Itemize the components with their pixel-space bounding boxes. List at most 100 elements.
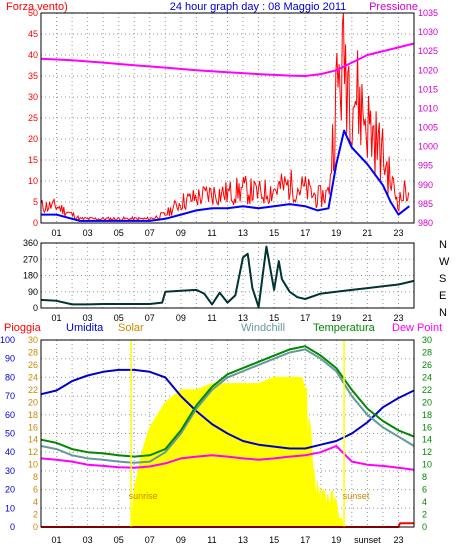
direction-x-tick: 05 xyxy=(114,313,124,323)
direction-x-tick: 07 xyxy=(145,313,155,323)
legend-solar: Solar xyxy=(118,322,144,334)
legend-temperatura: Temperatura xyxy=(313,322,376,334)
wind-y-tick: 45 xyxy=(28,29,38,39)
direction-x-tick: 23 xyxy=(393,313,403,323)
pressure-y-tick: 995 xyxy=(418,161,433,171)
humidity-y-tick: 70 xyxy=(5,391,15,401)
solar-y-tick: 26 xyxy=(28,360,38,370)
direction-x-tick: 15 xyxy=(269,313,279,323)
pressure-y-tick: 1025 xyxy=(418,46,438,56)
temperature-y-tick: 4 xyxy=(422,497,427,507)
bottom-x-tick: 07 xyxy=(145,535,155,545)
wind-y-tick: 0 xyxy=(33,218,38,228)
temperature-y-tick: 0 xyxy=(422,522,427,532)
wind-x-tick: 17 xyxy=(300,228,310,238)
pressure-y-tick: 980 xyxy=(418,218,433,228)
temperature-y-tick: 2 xyxy=(422,510,427,520)
series-temperature xyxy=(40,345,415,458)
bottom-x-tick: 13 xyxy=(238,535,248,545)
temperature-y-tick: 14 xyxy=(422,435,432,445)
humidity-y-tick: 0 xyxy=(10,522,15,532)
humidity-y-tick: 40 xyxy=(5,447,15,457)
wind-y-tick: 25 xyxy=(28,113,38,123)
temperature-y-tick: 10 xyxy=(422,460,432,470)
series-layer xyxy=(40,12,415,528)
pressure-y-tick: 1035 xyxy=(418,8,438,18)
humidity-y-tick: 60 xyxy=(5,410,15,420)
solar-y-tick: 10 xyxy=(28,460,38,470)
compass-label-e: E xyxy=(439,290,446,302)
legend-windchill: Windchill xyxy=(241,322,285,334)
wind-x-tick: 13 xyxy=(238,228,248,238)
temperature-y-tick: 16 xyxy=(422,422,432,432)
direction-x-tick: 19 xyxy=(331,313,341,323)
bottom-x-tick: 01 xyxy=(52,535,62,545)
series-solar xyxy=(130,376,345,528)
direction-x-tick: 01 xyxy=(52,313,62,323)
solar-y-tick: 0 xyxy=(33,522,38,532)
panel-3-frame xyxy=(40,339,415,528)
direction-y-tick: 90 xyxy=(28,287,38,297)
temperature-y-tick: 12 xyxy=(422,447,432,457)
annotation-label-sunset: sunset xyxy=(343,491,370,501)
solar-y-tick: 14 xyxy=(28,435,38,445)
annotation-label-sunrise: sunrise xyxy=(129,491,158,501)
wind-x-tick: 03 xyxy=(83,228,93,238)
direction-y-tick: 270 xyxy=(23,254,38,264)
solar-y-tick: 30 xyxy=(28,335,38,345)
solar-y-tick: 24 xyxy=(28,372,38,382)
temperature-y-tick: 22 xyxy=(422,385,432,395)
temperature-y-tick: 6 xyxy=(422,485,427,495)
wind-y-tick: 20 xyxy=(28,134,38,144)
legend-dew-point: Dew Point xyxy=(392,322,442,334)
wind-y-tick: 15 xyxy=(28,155,38,165)
direction-y-tick: 360 xyxy=(23,238,38,248)
compass-label-s: S xyxy=(439,273,446,285)
pressure-y-tick: 1005 xyxy=(418,123,438,133)
wind-y-tick: 35 xyxy=(28,71,38,81)
pressure-y-tick: 990 xyxy=(418,180,433,190)
solar-y-tick: 28 xyxy=(28,347,38,357)
pressure-y-tick: 1015 xyxy=(418,84,438,94)
temperature-y-tick: 20 xyxy=(422,397,432,407)
direction-x-tick: 21 xyxy=(362,313,372,323)
direction-x-tick: 17 xyxy=(300,313,310,323)
chart-title: 24 hour graph day : 08 Maggio 2011 xyxy=(170,1,347,13)
series-wind-average xyxy=(41,129,410,222)
pressure-y-tick: 1030 xyxy=(418,27,438,37)
series-pressure xyxy=(40,42,415,77)
bottom-x-tick: 15 xyxy=(269,535,279,545)
wind-x-tick: 05 xyxy=(114,228,124,238)
series-humidity xyxy=(40,368,415,450)
bottom-x-tick: 17 xyxy=(300,535,310,545)
bottom-x-tick: 09 xyxy=(176,535,186,545)
pressure-y-tick: 1000 xyxy=(418,142,438,152)
direction-x-tick: 13 xyxy=(238,313,248,323)
solar-y-tick: 12 xyxy=(28,447,38,457)
wind-x-tick: 21 xyxy=(362,228,372,238)
compass-label-n-bottom: N xyxy=(439,307,447,319)
temperature-y-tick: 28 xyxy=(422,347,432,357)
pressure-y-tick: 1010 xyxy=(418,103,438,113)
direction-x-tick: 09 xyxy=(176,313,186,323)
wind-x-tick: 23 xyxy=(393,228,403,238)
direction-y-tick: 180 xyxy=(23,271,38,281)
series-dew-point xyxy=(40,445,415,471)
series-windchill xyxy=(40,348,415,464)
wind-x-tick: 15 xyxy=(269,228,279,238)
direction-y-tick: 0 xyxy=(33,303,38,313)
panel-1-frame xyxy=(40,12,415,224)
temperature-y-tick: 26 xyxy=(422,360,432,370)
wind-y-tick: 50 xyxy=(28,8,38,18)
pressure-y-tick: 1020 xyxy=(418,65,438,75)
solar-y-tick: 20 xyxy=(28,397,38,407)
wind-x-tick: 07 xyxy=(145,228,155,238)
solar-y-tick: 6 xyxy=(33,485,38,495)
humidity-y-tick: 30 xyxy=(5,466,15,476)
humidity-y-tick: 10 xyxy=(5,503,15,513)
humidity-y-tick: 100 xyxy=(0,335,15,345)
frame-layer xyxy=(40,12,415,528)
humidity-y-tick: 50 xyxy=(5,429,15,439)
